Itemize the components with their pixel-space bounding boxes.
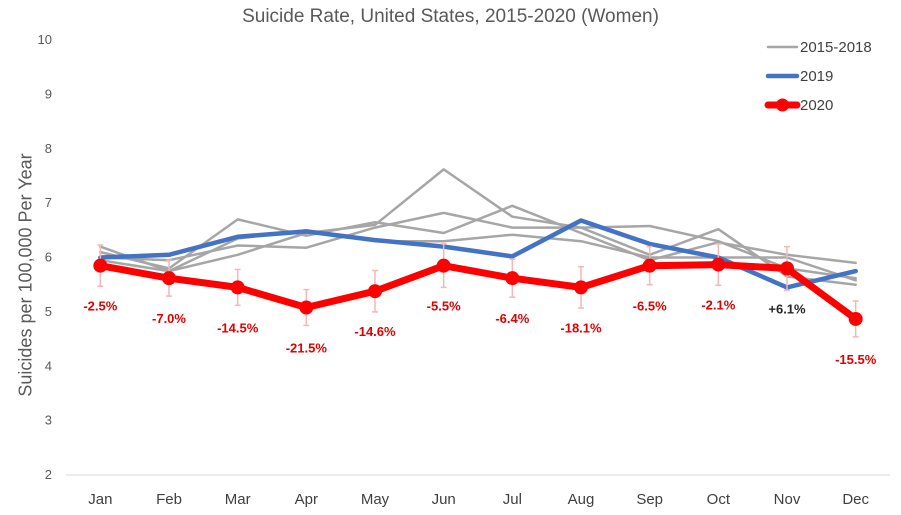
y-tick-label: 3: [45, 413, 52, 428]
series-line-2017: [99, 211, 857, 280]
y-tick-label: 7: [45, 195, 52, 210]
point-2020: [505, 271, 520, 286]
data-label-pct-change: -5.5%: [427, 299, 461, 314]
axes: 2 3 4 5 6 7 8 9 10 Jan Feb Mar Apr May Jun Jul Aug Sep Oct…: [38, 32, 890, 508]
y-tick-label: 5: [45, 304, 52, 319]
data-label-pct-change: -6.4%: [495, 311, 529, 326]
y-tick-label: 9: [45, 86, 52, 101]
x-tick-label: Dec: [842, 491, 869, 508]
series-line-2015: [99, 168, 857, 286]
point-2020: [436, 258, 451, 273]
y-tick-label: 6: [45, 250, 52, 265]
point-2020: [162, 271, 176, 286]
x-tick-label: Apr: [295, 491, 318, 508]
x-tick-label: Jul: [503, 491, 522, 508]
x-tick-label: Nov: [774, 491, 801, 508]
legend-label: 2019: [800, 68, 833, 85]
data-label-pct-change: -21.5%: [286, 341, 328, 356]
data-label-pct-change: +6.1%: [768, 301, 806, 316]
point-2020: [642, 258, 657, 273]
series-line-2018: [99, 229, 857, 282]
point-2020: [230, 280, 245, 295]
x-tick-label: Jun: [432, 491, 456, 508]
series-line-2020: [96, 261, 860, 323]
legend: 2015-2018 2019 2020: [764, 39, 872, 114]
x-tick-label: Oct: [707, 491, 731, 508]
point-2020: [711, 257, 726, 272]
point-2020: [93, 258, 108, 273]
data-label-pct-change: -6.5%: [633, 299, 667, 314]
y-tick-label: 8: [45, 141, 52, 156]
data-label-pct-change: -2.1%: [701, 298, 735, 313]
data-label-pct-change: -14.6%: [354, 324, 396, 339]
legend-marker: [776, 98, 789, 112]
data-labels: -2.5% -7.0% -14.5% -21.5% -14.6% -5.5% -6.4% -1…: [83, 298, 876, 367]
data-label-pct-change: -18.1%: [560, 320, 602, 335]
legend-label: 2020: [800, 97, 833, 114]
legend-label: 2015-2018: [800, 39, 872, 56]
series-line-2019: [98, 218, 858, 290]
series-lines: [93, 168, 863, 338]
point-2020: [299, 300, 314, 315]
point-2020: [780, 261, 794, 276]
point-2020: [368, 284, 382, 299]
x-tick-label: Jan: [88, 491, 112, 508]
x-tick-label: Feb: [156, 491, 182, 508]
y-tick-label: 4: [45, 358, 52, 373]
point-2020: [574, 280, 588, 295]
point-2020: [848, 311, 863, 326]
x-tick-label: Mar: [225, 491, 251, 508]
x-tick-label: Sep: [636, 491, 663, 508]
data-label-pct-change: -2.5%: [83, 299, 117, 314]
x-tick-label: Aug: [568, 491, 595, 508]
chart-title: Suicide Rate, United States, 2015-2020 (…: [242, 6, 659, 27]
data-label-pct-change: -14.5%: [217, 320, 259, 335]
y-tick-label: 2: [45, 467, 52, 482]
x-tick-label: May: [361, 491, 390, 508]
y-tick-label: 10: [38, 32, 52, 47]
data-label-pct-change: -7.0%: [152, 311, 186, 326]
data-label-pct-change: -15.5%: [835, 352, 877, 367]
